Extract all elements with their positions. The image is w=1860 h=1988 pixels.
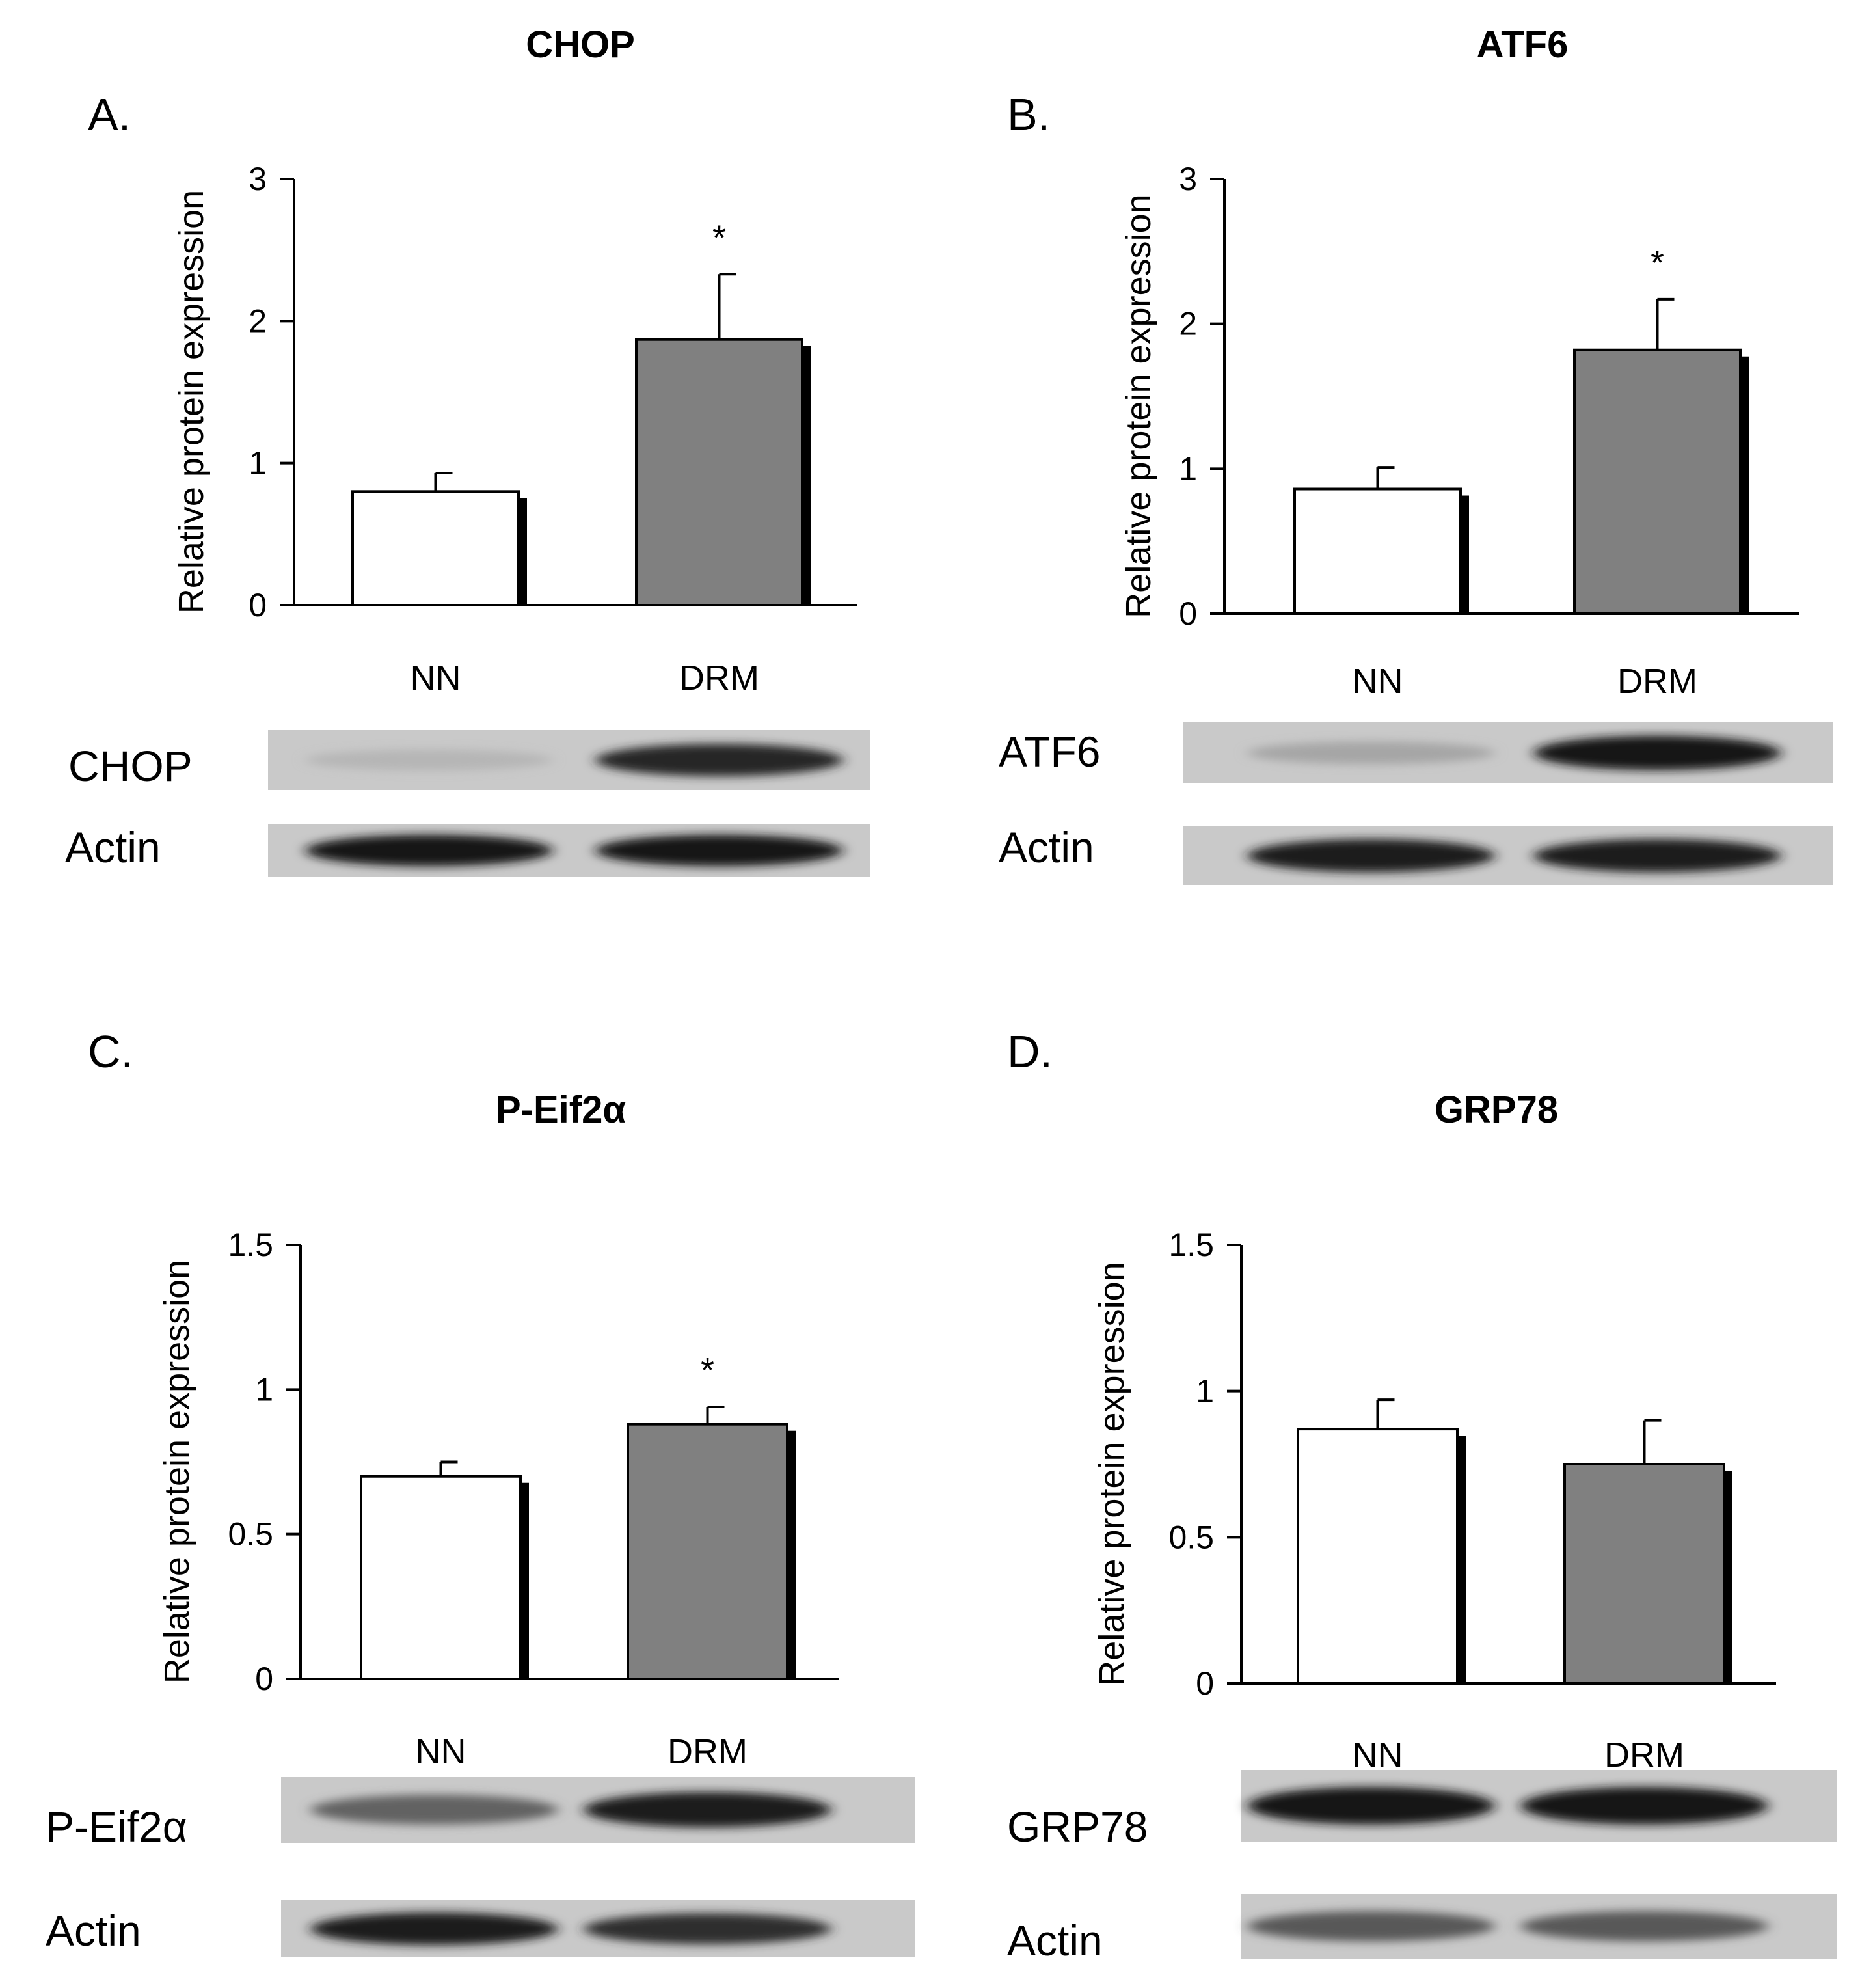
panel-letter: C. [88,1026,133,1077]
y-tick-label: 0 [255,1661,273,1697]
blot-band [595,834,843,867]
bar-nn [1293,487,1462,615]
y-tick-label: 1 [255,1371,273,1408]
bar-drm [1563,1463,1725,1685]
chart-title: ATF6 [1477,23,1569,66]
panel-letter: A. [88,89,131,140]
blot-strip-actin [268,824,870,877]
x-category-label: DRM [679,659,759,698]
y-axis-title: Relative protein expression [1119,194,1158,618]
y-tick-label: 0 [249,587,267,623]
significance-marker: * [701,1351,714,1390]
x-category-label: DRM [1617,662,1697,701]
blot-label: CHOP [68,742,193,790]
blot-label: GRP78 [1007,1803,1148,1851]
blot-band [305,834,553,867]
significance-marker: * [1651,243,1664,282]
blot-strip-actin [281,1900,915,1957]
bar-shadow [1724,1471,1732,1683]
bar-nn [360,1475,522,1681]
y-tick-label: 0.5 [228,1516,273,1553]
bar-drm [627,1423,788,1681]
blot-band [1533,735,1781,770]
bar-shadow [520,1482,529,1679]
bar-shadow [1457,1436,1466,1683]
y-tick-label: 0.5 [1168,1519,1214,1555]
bar-drm [635,338,803,606]
bar-nn [351,490,520,606]
blot-strip-atf6 [1183,722,1833,783]
significance-marker: * [712,218,726,257]
x-category-label: NN [1353,1736,1403,1775]
blot-label: P-Eif2α [46,1803,187,1851]
y-tick-label: 0 [1179,595,1197,632]
blot-strip-p-eif2- [281,1777,915,1843]
chart-panel-4: GRP78 D. 0 0.5 1 1.5 Relative protein expressi… [1007,1026,1837,1965]
bar-shadow [1740,356,1749,614]
x-category-label: DRM [1604,1736,1684,1775]
y-tick-label: 1 [249,445,267,482]
blot-band [1247,1787,1495,1825]
blot-band [310,1795,558,1825]
y-axis-title: Relative protein expression [157,1260,196,1683]
bar-drm [1573,348,1742,615]
y-axis-title: Relative protein expression [1092,1262,1131,1685]
chart-title: P-Eif2α [496,1089,626,1131]
bar-shadow [1461,495,1469,614]
bar-shadow [519,498,527,605]
y-axis-title: Relative protein expression [172,190,211,614]
panel-letter: B. [1007,89,1050,140]
bar-shadow [787,1430,796,1679]
blot-band [305,749,553,771]
y-tick-label: 1.5 [228,1227,273,1263]
chart-panel-3: P-Eif2α C. 0 0.5 1 1.5 Relative protein expres… [46,1026,915,1957]
blot-strip-actin [1241,1894,1837,1959]
blot-label: Actin [1007,1916,1103,1965]
blot-band [1247,1911,1495,1942]
blot-band [595,744,843,776]
y-tick-label: 0 [1196,1665,1214,1702]
bar-shadow [802,346,811,605]
blot-band [1520,1787,1768,1825]
y-tick-label: 1.5 [1168,1227,1214,1263]
blot-band [1247,839,1495,873]
blot-label: Actin [999,823,1094,871]
blot-label: ATF6 [999,728,1100,776]
chart-panel-1: CHOP A. 0 1 2 3 Relative protein expression NN *… [65,23,870,877]
blot-strip-actin [1183,826,1833,885]
blot-band [1247,741,1495,765]
chart-panel-2: ATF6 B. 0 1 2 3 Relative protein expression NN *… [999,23,1833,885]
x-category-label: NN [411,659,461,698]
blot-label: Actin [65,823,161,871]
y-tick-label: 1 [1196,1373,1214,1409]
blot-strip-grp78 [1241,1770,1837,1842]
blot-band [584,1791,831,1828]
blot-label: Actin [46,1907,141,1955]
x-category-label: NN [1353,662,1403,701]
y-tick-label: 3 [1179,161,1197,197]
chart-title: CHOP [526,23,635,66]
y-tick-label: 3 [249,161,267,197]
y-tick-label: 1 [1179,450,1197,487]
blot-band [584,1913,831,1944]
blot-band [1533,839,1781,873]
blot-band [1520,1911,1768,1942]
bar-nn [1297,1428,1459,1685]
blot-strip-chop [268,730,870,790]
chart-title: GRP78 [1435,1089,1558,1131]
y-tick-label: 2 [249,303,267,339]
x-category-label: NN [416,1732,466,1771]
panel-letter: D. [1007,1026,1053,1077]
y-tick-label: 2 [1179,306,1197,342]
blot-band [310,1912,558,1946]
x-category-label: DRM [667,1732,748,1771]
